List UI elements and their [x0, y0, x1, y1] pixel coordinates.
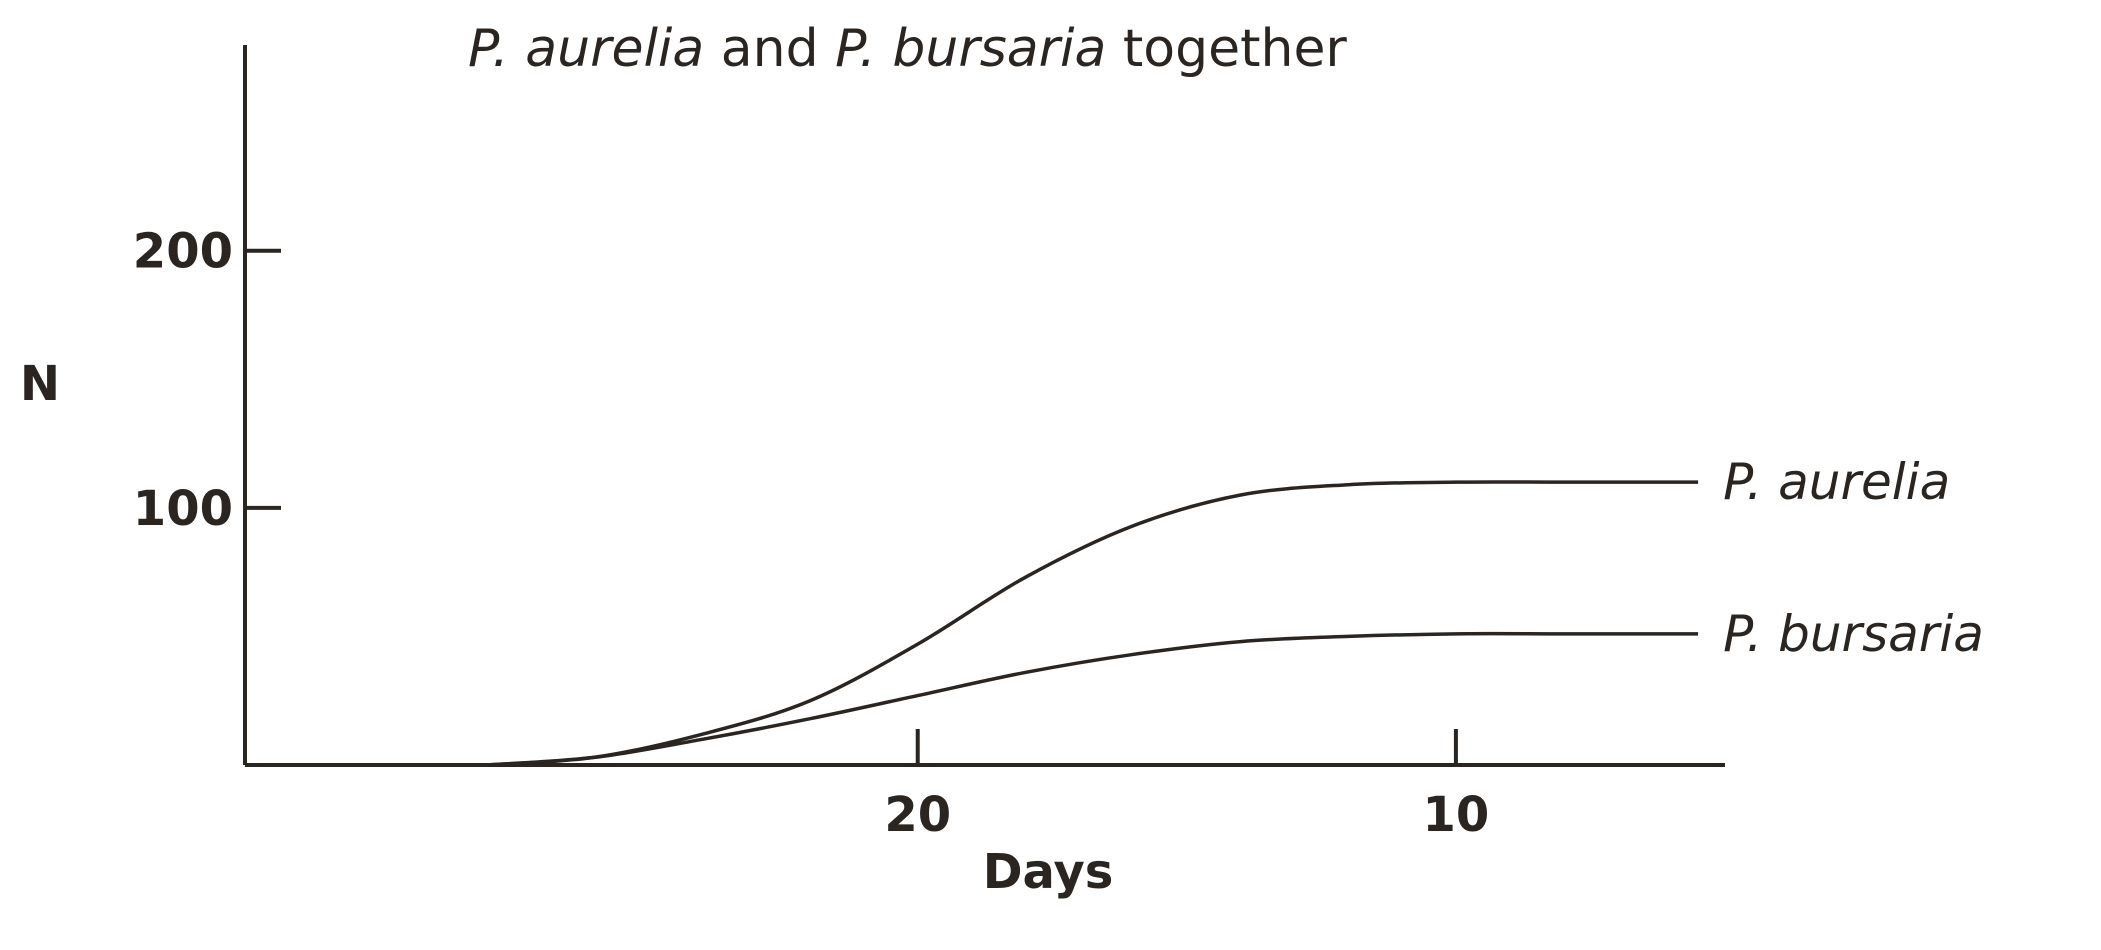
chart-title: P. aurelia and P. bursaria together	[468, 19, 1347, 79]
series-label-p-bursaria: P. bursaria	[1723, 605, 1984, 663]
x-tick-label: 10	[1423, 787, 1490, 843]
chart-title-part: and	[704, 19, 835, 79]
y-tick-label: 100	[133, 481, 233, 537]
chart-title-part: P. bursaria	[835, 19, 1106, 79]
series-line-p-aurelia	[487, 480, 1699, 767]
y-axis-label: N	[20, 356, 60, 412]
chart-title-part: together	[1106, 19, 1347, 79]
x-tick-label: 20	[884, 787, 951, 843]
x-axis-label: Days	[983, 844, 1114, 900]
y-tick-label: 200	[133, 224, 233, 280]
chart-title-part: P. aurelia	[468, 19, 704, 79]
series-label-p-aurelia: P. aurelia	[1723, 453, 1950, 511]
series-line-p-bursaria	[487, 631, 1699, 767]
